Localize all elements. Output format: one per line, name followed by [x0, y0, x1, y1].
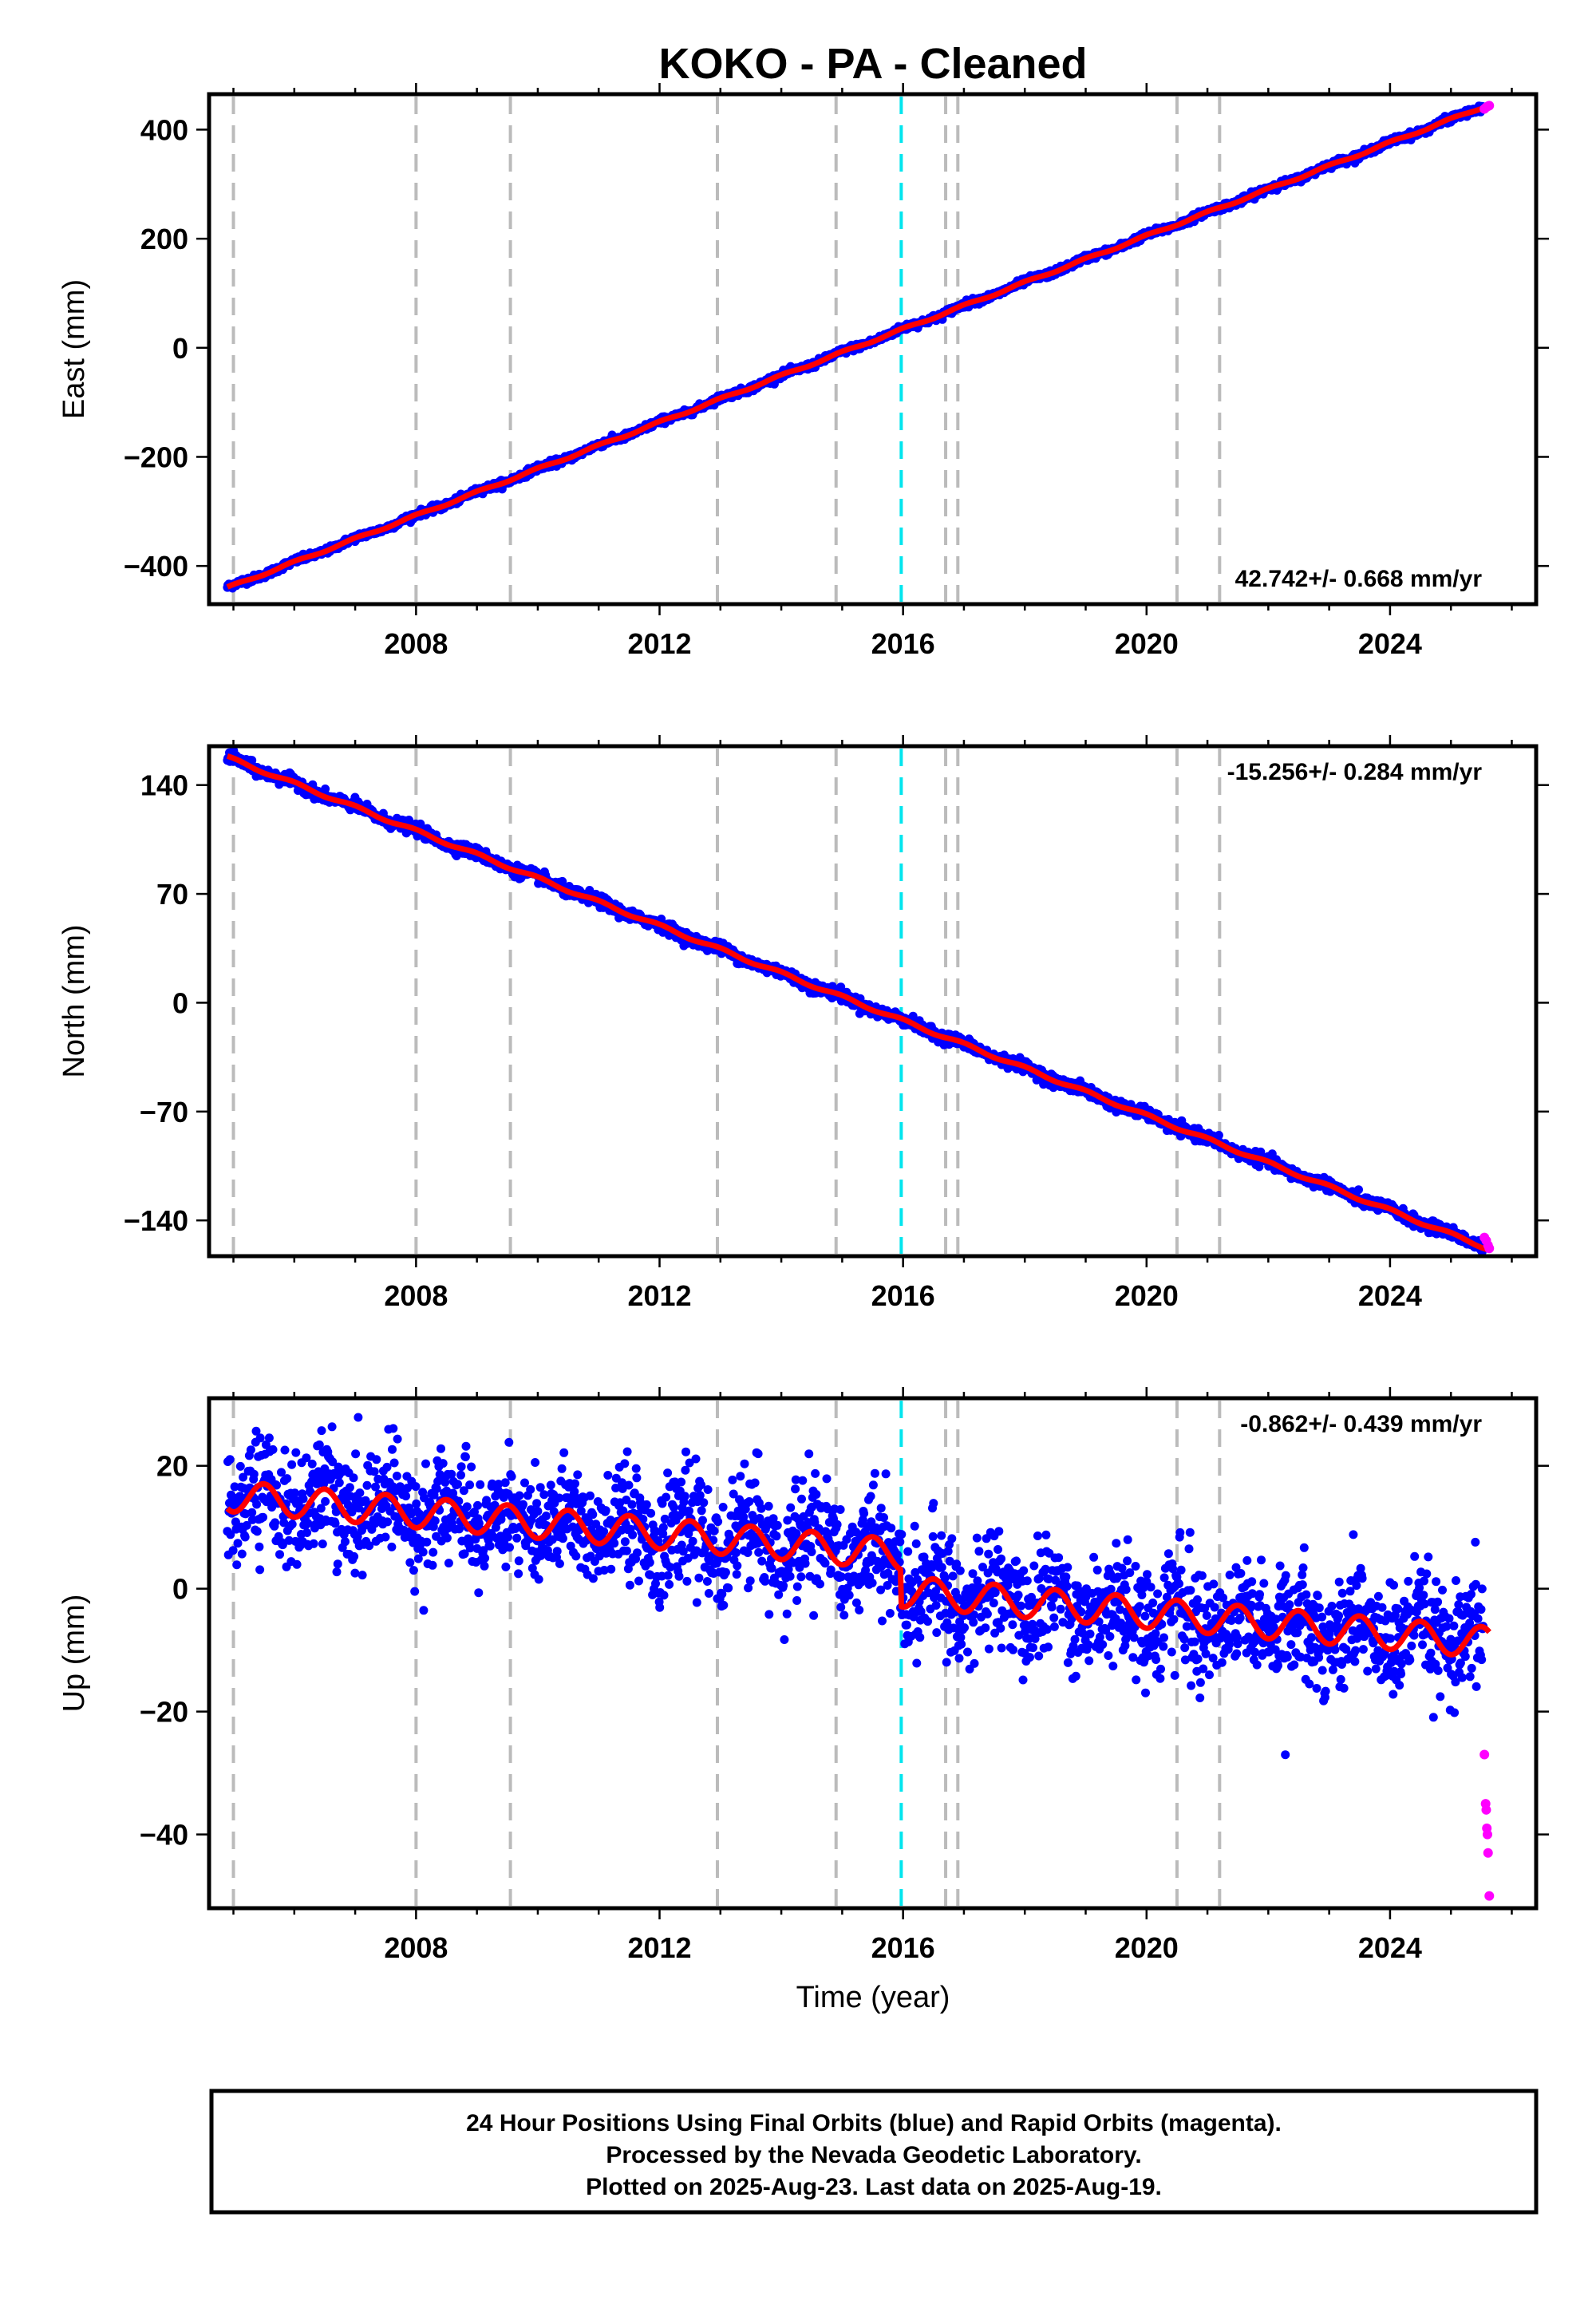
up-point — [225, 1455, 235, 1464]
north-x-tick-label: 2020 — [1115, 1279, 1179, 1312]
north-rate-label: -15.256+/- 0.284 mm/yr — [1227, 759, 1483, 785]
north-model-line — [225, 753, 1491, 1253]
east-x-tick-label: 2016 — [871, 627, 935, 660]
east-x-tick-label: 2024 — [1358, 627, 1422, 660]
north-x-tick-label: 2016 — [871, 1279, 935, 1312]
east-y-tick-label: 200 — [140, 223, 188, 255]
east-rapid-point — [1484, 101, 1495, 111]
north-y-tick-label: 0 — [172, 986, 188, 1019]
east-x-tick-label: 2020 — [1115, 627, 1179, 660]
east-y-axis-label: East (mm) — [57, 279, 91, 419]
north-y-tick-label: −140 — [124, 1204, 188, 1237]
east-panel: 2008 2012 2016 2020 2024 −400 −200 0 200 400 East … — [57, 83, 1549, 660]
figure-title: KOKO - PA - Cleaned — [658, 40, 1087, 88]
north-x-tick-label: 2008 — [384, 1279, 448, 1312]
east-y-tick-label: 400 — [140, 113, 188, 146]
north-x-tick-label: 2012 — [627, 1279, 691, 1312]
north-y-axis-label: North (mm) — [57, 924, 91, 1077]
north-y-tick-label: 140 — [140, 769, 188, 802]
east-y-tick-label: −200 — [124, 441, 188, 473]
east-frame — [207, 92, 1539, 607]
north-point — [1354, 1185, 1363, 1195]
north-y-tick-label: 70 — [156, 878, 188, 911]
east-x-tick-label: 2012 — [627, 627, 691, 660]
north-rapid-point — [1484, 1243, 1495, 1254]
east-y-tick-label: 0 — [172, 332, 188, 365]
east-model-line — [225, 102, 1491, 590]
up-point — [228, 1546, 238, 1555]
east-x-tick-label: 2008 — [384, 627, 448, 660]
east-rate-label: 42.742+/- 0.668 mm/yr — [1235, 566, 1483, 592]
east-y-tick-label: −400 — [124, 550, 188, 583]
north-y-tick-label: −70 — [140, 1096, 188, 1128]
up-final-orbit-points — [223, 1413, 1488, 1760]
north-panel: 2008 2012 2016 2020 2024 −140 −70 0 70 140 North (… — [57, 735, 1549, 1312]
north-x-tick-label: 2024 — [1358, 1279, 1422, 1312]
